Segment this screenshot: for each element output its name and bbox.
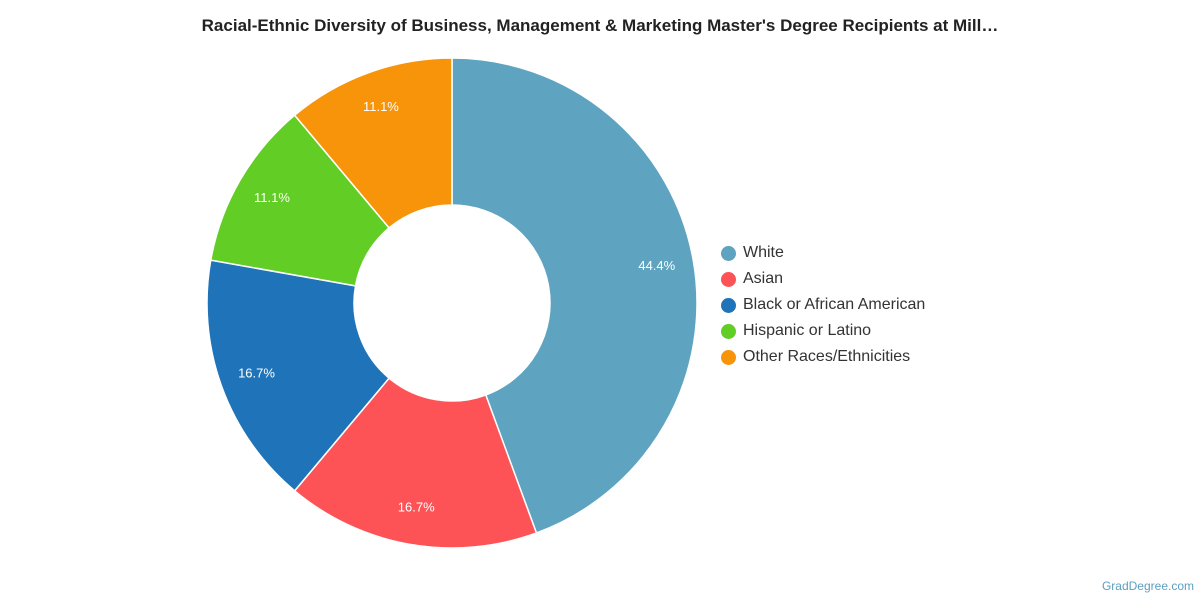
- slice-label-asian: 16.7%: [398, 499, 435, 514]
- legend-item-black-or-african-american[interactable]: Black or African American: [721, 292, 925, 318]
- legend-swatch: [721, 245, 736, 261]
- legend-swatch: [721, 323, 736, 339]
- legend-item-other-races-ethnicities[interactable]: Other Races/Ethnicities: [721, 344, 925, 370]
- legend-swatch: [721, 271, 736, 287]
- slice-labels-group: 44.4% 16.7% 16.7% 11.1% 11.1%: [238, 99, 676, 514]
- legend-label: Black or African American: [743, 296, 926, 313]
- legend-item-hispanic-or-latino[interactable]: Hispanic or Latino: [721, 318, 925, 344]
- legend-label: Other Races/Ethnicities: [743, 348, 911, 365]
- legend: White Asian Black or African American Hispa…: [721, 240, 925, 370]
- slice-label-hispanic-or-latino: 11.1%: [254, 190, 290, 205]
- legend-swatch: [721, 297, 736, 313]
- legend-label: Asian: [743, 270, 784, 287]
- legend-item-asian[interactable]: Asian: [721, 266, 925, 292]
- source-credit[interactable]: GradDegree.com: [1101, 579, 1194, 593]
- slice-asian[interactable]: [293, 377, 538, 549]
- slice-label-white: 44.4%: [638, 258, 675, 273]
- slice-white[interactable]: [451, 57, 698, 534]
- slice-black-or-african-american[interactable]: [206, 259, 391, 492]
- slice-label-black-or-african-american: 16.7%: [238, 366, 275, 381]
- legend-label: White: [743, 244, 784, 261]
- slice-other-races-ethnicities[interactable]: [293, 57, 453, 229]
- legend-label: Hispanic or Latino: [743, 322, 872, 339]
- chart-title: Racial-Ethnic Diversity of Business, Man…: [201, 16, 999, 35]
- slice-label-other-races-ethnicities: 11.1%: [363, 99, 399, 114]
- legend-item-white[interactable]: White: [721, 240, 925, 266]
- slice-hispanic-or-latino[interactable]: [209, 114, 391, 287]
- slices-group: [206, 57, 698, 549]
- legend-swatch: [721, 349, 736, 365]
